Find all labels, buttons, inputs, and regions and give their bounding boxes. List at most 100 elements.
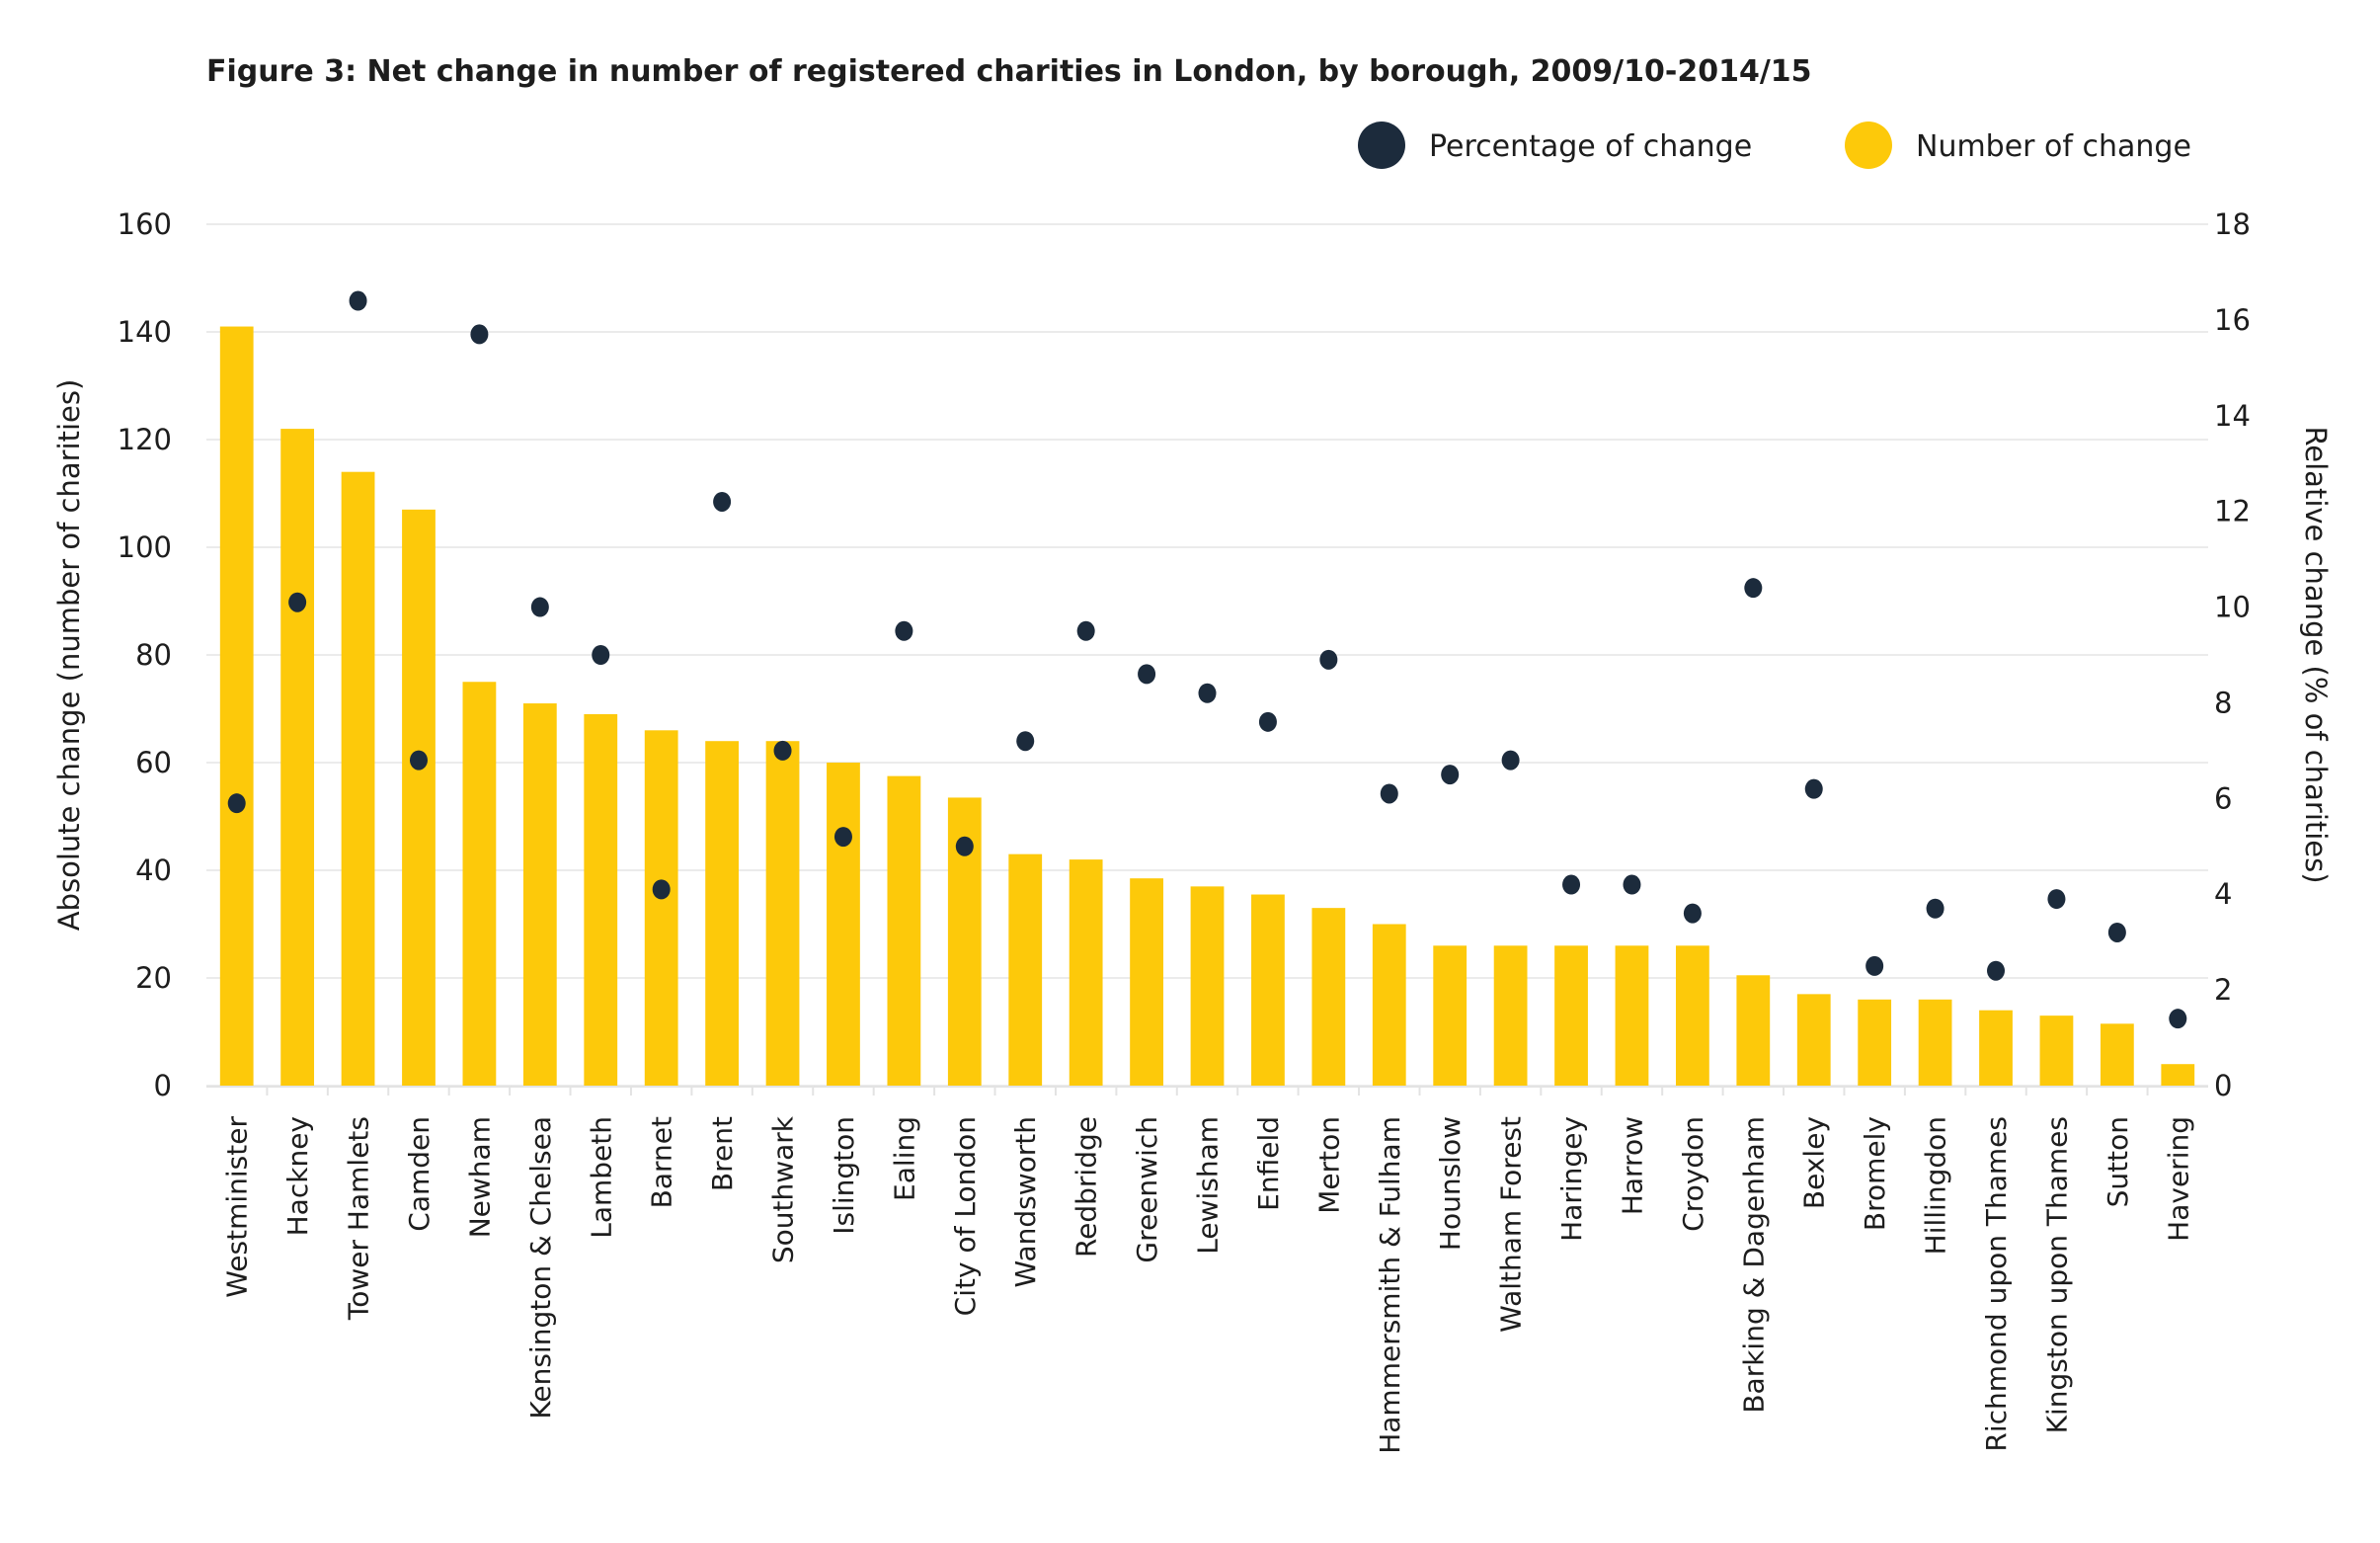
bar: [1979, 1010, 2013, 1086]
y2-tick-label: 8: [2214, 686, 2232, 719]
x-tick-label: Camden: [403, 1116, 436, 1232]
y-tick-label: 0: [154, 1069, 172, 1102]
data-point: [1380, 783, 1398, 804]
data-point: [1987, 960, 2006, 981]
x-tick-label: Hounslow: [1434, 1116, 1467, 1251]
bar: [522, 703, 557, 1086]
bar: [1069, 859, 1103, 1086]
data-point: [895, 620, 913, 641]
y-tick-label: 120: [118, 423, 172, 456]
x-tick-label: Richmond upon Thames: [1980, 1116, 2013, 1452]
bar: [462, 682, 497, 1086]
data-point: [288, 592, 307, 612]
bar: [1433, 945, 1468, 1086]
data-point: [349, 290, 367, 311]
x-tick-label: Croydon: [1677, 1116, 1709, 1232]
legend: Percentage of change Number of change: [1358, 122, 2191, 169]
y2-tick-label: 2: [2214, 973, 2232, 1007]
x-tick-label: Bromely: [1859, 1116, 1891, 1231]
bar: [1918, 999, 1952, 1086]
data-point: [409, 750, 428, 771]
x-tick-label: Greenwich: [1131, 1116, 1163, 1263]
y2-tick-label: 0: [2214, 1069, 2232, 1102]
scatter-series: [227, 290, 2187, 1029]
y2-tick-label: 18: [2214, 207, 2251, 241]
y-tick-label: 20: [135, 961, 172, 995]
data-point: [2107, 922, 2126, 942]
y2-tick-label: 10: [2214, 591, 2251, 624]
y-tick-label: 160: [118, 207, 172, 241]
data-point: [1865, 955, 1884, 976]
bar: [1615, 945, 1649, 1086]
x-tick-label: Southwark: [767, 1115, 800, 1263]
bar: [1311, 908, 1346, 1086]
x-tick-label: Hackney: [281, 1116, 314, 1236]
x-tick-label: Merton: [1312, 1116, 1345, 1214]
bar: [2039, 1015, 2074, 1086]
x-tick-label: Redbridge: [1071, 1116, 1103, 1258]
data-point: [955, 836, 974, 856]
data-point: [1926, 898, 1944, 919]
data-point: [592, 645, 610, 665]
data-point: [2169, 1009, 2187, 1029]
bar: [584, 713, 618, 1086]
x-tick-label: Newham: [463, 1116, 496, 1238]
x-tick-label: Hammersmith & Fulham: [1374, 1116, 1406, 1454]
data-point: [1198, 683, 1217, 703]
x-tick-label: Harrow: [1616, 1116, 1648, 1215]
bar: [1736, 975, 1771, 1086]
left-axis-ticks: 0 20 40 60 80 100 120 140 160: [118, 207, 172, 1102]
y-tick-label: 60: [135, 746, 172, 779]
data-point: [2047, 889, 2066, 910]
x-tick-label: Havering: [2162, 1116, 2194, 1242]
data-point: [833, 827, 852, 848]
bar-series: [219, 326, 2195, 1087]
bar: [1493, 945, 1528, 1086]
data-point: [1319, 649, 1338, 670]
x-tick-label: Barnet: [646, 1116, 678, 1208]
x-tick-label: Haringey: [1555, 1116, 1588, 1242]
data-point: [227, 793, 246, 814]
bar: [1554, 945, 1588, 1086]
y2-tick-label: 14: [2214, 399, 2251, 433]
bar: [765, 741, 800, 1086]
bar: [1796, 994, 1831, 1086]
y-axis-label: Absolute change (number of charities): [52, 379, 86, 932]
data-point: [773, 740, 792, 761]
x-tick-label: Islington: [828, 1116, 860, 1235]
bar: [1130, 878, 1163, 1086]
y-tick-label: 80: [135, 638, 172, 672]
bar: [644, 730, 678, 1086]
y-tick-label: 100: [118, 530, 172, 564]
x-tick-label: Ealing: [888, 1116, 920, 1201]
y2-tick-label: 6: [2214, 781, 2232, 815]
data-point: [470, 324, 489, 345]
x-tick-label: Waltham Forest: [1495, 1116, 1528, 1333]
right-axis-ticks: 0 2 4 6 8 10 12 14 16 18: [2214, 207, 2251, 1102]
bar: [1008, 853, 1043, 1086]
x-tick-label: Brent: [706, 1116, 739, 1191]
y2-tick-label: 12: [2214, 495, 2251, 528]
data-point: [1804, 778, 1823, 799]
y2-tick-label: 4: [2214, 877, 2232, 911]
bar: [2100, 1023, 2134, 1086]
bar: [1251, 894, 1285, 1086]
x-tick-label: Wandsworth: [1009, 1116, 1042, 1287]
data-point: [1076, 620, 1095, 641]
data-point: [1623, 874, 1641, 895]
bar: [887, 775, 921, 1086]
bar: [219, 326, 254, 1086]
bar: [341, 471, 375, 1086]
y-tick-label: 40: [135, 853, 172, 887]
bar: [402, 509, 436, 1086]
bar: [1190, 886, 1225, 1086]
x-tick-label: Lambeth: [585, 1116, 617, 1239]
data-point: [652, 879, 671, 900]
y2-tick-label: 16: [2214, 303, 2251, 337]
x-tick-label: Barking & Dagenham: [1737, 1116, 1770, 1414]
data-point: [1501, 750, 1520, 771]
x-axis: Westminister Hackney Tower Hamlets Camden Ne…: [206, 1086, 2208, 1454]
data-point: [1258, 711, 1277, 732]
bar: [1676, 945, 1709, 1086]
